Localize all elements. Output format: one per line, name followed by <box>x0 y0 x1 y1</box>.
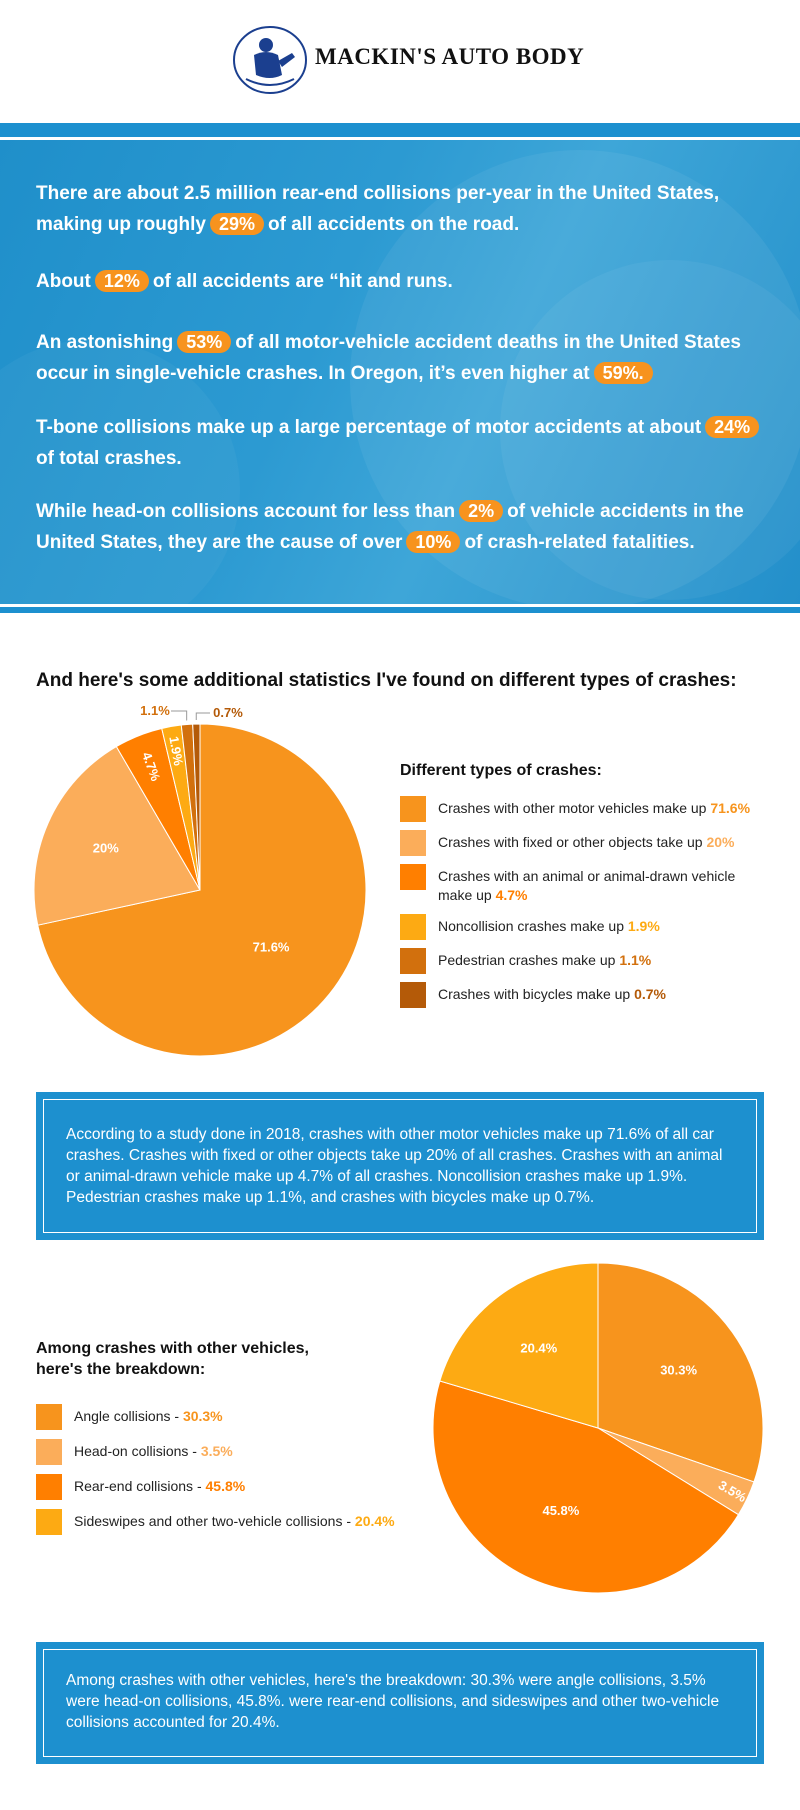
legend-swatch <box>400 864 426 890</box>
legend-value: 0.7% <box>634 986 666 1002</box>
legend-value: 45.8% <box>205 1478 246 1494</box>
pie-slice <box>597 1262 764 1483</box>
summary-text-2: Among crashes with other vehicles, here'… <box>43 1649 757 1757</box>
legend2-title: Among crashes with other vehicles, here's… <box>36 1340 309 1378</box>
stat-pill: 53% <box>177 331 232 353</box>
summary-box-2: Among crashes with other vehicles, here'… <box>36 1642 764 1764</box>
summary-text-1: According to a study done in 2018, crash… <box>43 1099 757 1233</box>
legend-swatch <box>36 1474 62 1500</box>
legend-label: Head-on collisions - <box>74 1443 201 1459</box>
legend-label: Sideswipes and other two-vehicle collisi… <box>74 1513 355 1529</box>
pie-leader-line <box>195 712 210 721</box>
pie-label: 71.6% <box>253 939 290 954</box>
pie-slice <box>432 1380 740 1594</box>
pie-label: 20.4% <box>520 1341 557 1356</box>
pie-label: 1.1% <box>140 703 170 718</box>
legend-swatch <box>400 982 426 1008</box>
stat-pill: 59%. <box>593 362 653 384</box>
section-title: And here's some additional statistics I'… <box>36 670 737 691</box>
legend-value: 30.3% <box>182 1408 223 1424</box>
legend-swatch <box>36 1509 62 1535</box>
hero-stats-panel: There are about 2.5 million rear-end col… <box>0 140 800 604</box>
pie-leader-line <box>171 710 188 721</box>
legend-label: Crashes with an animal or animal-drawn v… <box>438 868 736 903</box>
pie-label: 1.9% <box>166 735 186 767</box>
pie-label: 30.3% <box>660 1363 697 1378</box>
stat-pill: 2% <box>459 500 504 522</box>
pie-slice <box>33 745 201 926</box>
pie-label: 0.7% <box>213 705 243 720</box>
pie-label: 20% <box>93 841 119 856</box>
legend-swatch <box>36 1439 62 1465</box>
legend-label: Rear-end collisions - <box>74 1478 206 1494</box>
legend-label: Noncollision crashes make up <box>438 918 628 934</box>
stat-pill: 24% <box>705 416 760 438</box>
pie-label: 45.8% <box>542 1503 579 1518</box>
pie-slice <box>192 723 201 891</box>
legend-label: Crashes with other motor vehicles make u… <box>438 800 711 816</box>
stat-pill: 29% <box>209 213 264 235</box>
legend-swatch <box>400 948 426 974</box>
crash-types-pie-chart: 71.6%20%4.7% 1.9%1.1% 0.7% <box>33 703 367 1057</box>
summary-box-1: According to a study done in 2018, crash… <box>36 1092 764 1240</box>
stat-head-on: While head-on collisions account for les… <box>36 500 744 553</box>
legend-label: Angle collisions - <box>74 1408 183 1424</box>
stat-single-vehicle: An astonishing 53% of all motor-vehicle ac… <box>36 331 741 384</box>
legend-swatch <box>400 796 426 822</box>
brand-name: MACKIN'S AUTO BODY <box>315 44 585 69</box>
legend-value: 20.4% <box>354 1513 395 1529</box>
pie-slice <box>439 1262 599 1429</box>
pie-slice <box>37 723 367 1057</box>
stat-hit-and-run: About 12% of all accidents are “hit and ru… <box>36 270 453 292</box>
stat-t-bone: T-bone collisions make up a large percen… <box>36 412 776 474</box>
legend-value: 3.5% <box>200 1443 233 1459</box>
legend-value: 1.1% <box>619 952 652 968</box>
mechanic-logo-icon <box>233 26 307 94</box>
legend1-title: Different types of crashes: <box>400 762 602 779</box>
vehicle-collisions-pie-chart: 30.3%3.5%45.8%20.4% <box>432 1262 764 1594</box>
legend-value: 20% <box>706 834 735 850</box>
legend-label: Crashes with fixed or other objects take… <box>438 834 707 850</box>
stat-rear-end: There are about 2.5 million rear-end col… <box>36 183 720 235</box>
legend-swatch <box>36 1404 62 1430</box>
legend-value: 1.9% <box>627 918 660 934</box>
legend-label: Crashes with bicycles make up <box>438 986 635 1002</box>
top-band <box>0 123 800 137</box>
stat-pill: 12% <box>94 270 149 292</box>
legend-swatch <box>400 830 426 856</box>
legend-label: Pedestrian crashes make up <box>438 952 620 968</box>
header: MACKIN'S AUTO BODY <box>0 0 800 120</box>
stat-pill: 10% <box>406 531 461 553</box>
legend-value: 4.7% <box>495 887 528 903</box>
bottom-band <box>0 607 800 613</box>
legend-value: 71.6% <box>710 800 751 816</box>
legend-swatch <box>400 914 426 940</box>
